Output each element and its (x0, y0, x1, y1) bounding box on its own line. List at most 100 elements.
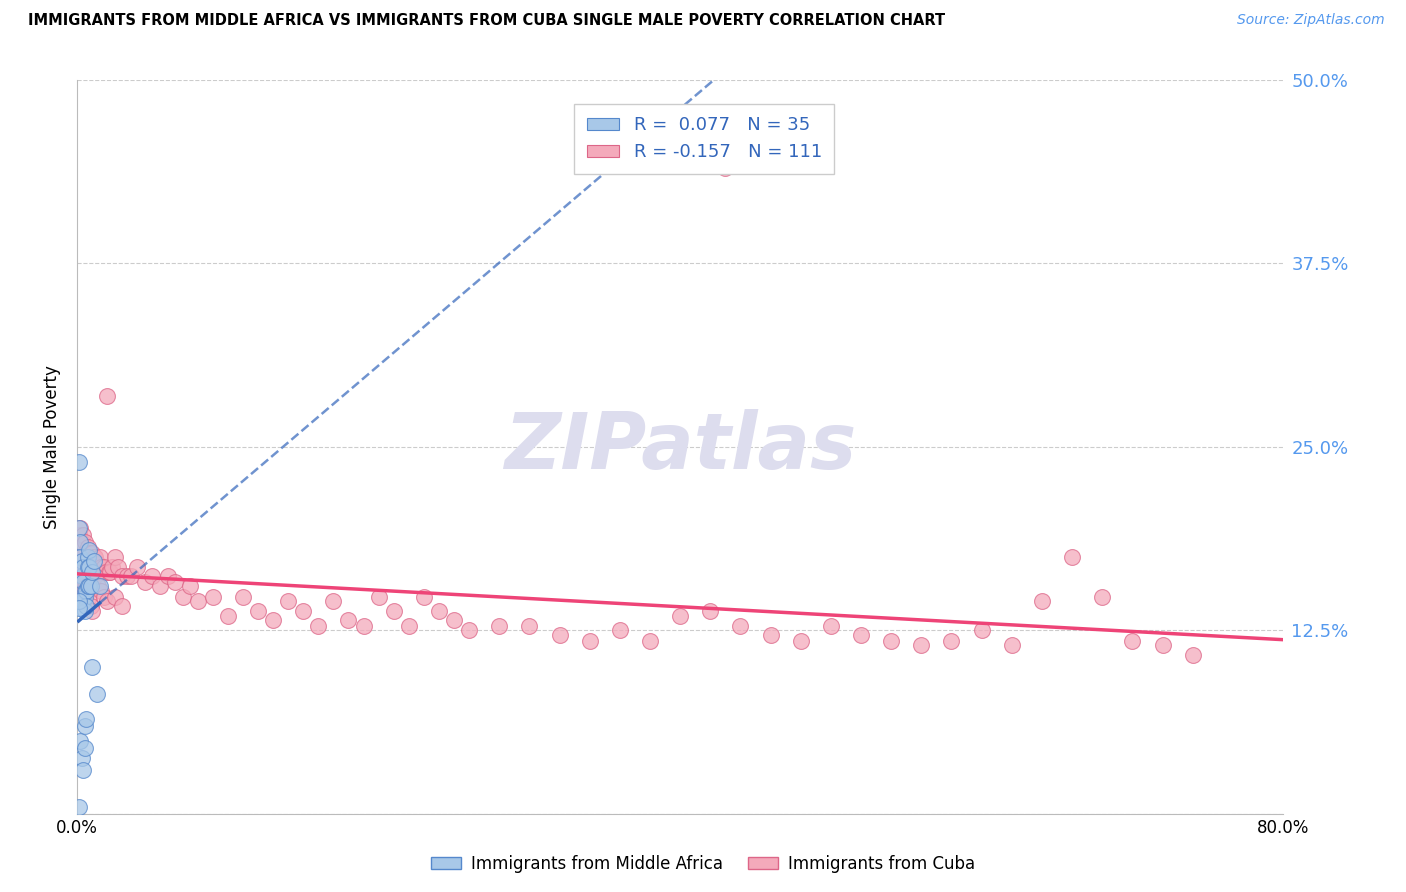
Point (107, 560, 129, 574)
Point (699, 604, 721, 618)
Point (548, 628, 571, 642)
Point (89, 550, 111, 565)
Point (111, 569, 134, 583)
Point (86, 565, 108, 579)
Point (120, 569, 142, 583)
Point (232, 590, 254, 604)
Point (134, 575, 156, 590)
Point (187, 594, 209, 608)
Point (96, 389, 118, 403)
Point (217, 608, 239, 623)
Point (67, 550, 90, 565)
Point (67, 550, 90, 565)
Point (82, 565, 104, 579)
Point (292, 604, 315, 618)
Point (82, 604, 104, 618)
Text: ZIPatlas: ZIPatlas (503, 409, 856, 485)
Point (90, 583, 112, 598)
Point (759, 628, 782, 642)
Point (79, 599, 101, 613)
Point (73, 604, 96, 618)
Point (443, 613, 465, 627)
Legend: R =  0.077   N = 35, R = -0.157   N = 111: R = 0.077 N = 35, R = -0.157 N = 111 (574, 103, 834, 174)
Point (412, 590, 434, 604)
Point (104, 590, 127, 604)
Point (75, 712, 97, 726)
Point (75, 575, 97, 590)
Point (79, 579, 101, 593)
Point (100, 560, 122, 574)
Point (79, 554, 101, 568)
Legend: Immigrants from Middle Africa, Immigrants from Cuba: Immigrants from Middle Africa, Immigrant… (425, 848, 981, 880)
Point (104, 550, 127, 565)
Point (730, 619, 752, 633)
Point (76, 550, 98, 565)
Point (322, 594, 344, 608)
Point (70, 587, 93, 601)
Point (75, 583, 97, 598)
Point (127, 560, 149, 574)
Point (84, 550, 107, 565)
Point (517, 619, 540, 633)
Point (246, 604, 269, 618)
Point (94, 565, 117, 579)
Point (76, 560, 98, 574)
Point (79, 579, 101, 593)
Point (77, 560, 100, 574)
Point (75, 579, 97, 593)
Point (90, 560, 112, 574)
Point (67, 594, 90, 608)
Point (69, 579, 91, 593)
Point (70, 558, 93, 572)
Point (77, 542, 100, 557)
Point (72, 763, 94, 777)
Point (77, 575, 100, 590)
Point (73, 583, 96, 598)
Point (93, 560, 115, 574)
Point (458, 624, 481, 638)
Point (488, 619, 510, 633)
Point (115, 569, 138, 583)
Point (83, 554, 105, 568)
Point (141, 569, 163, 583)
Point (578, 633, 600, 648)
Point (77, 590, 100, 604)
Point (1181, 648, 1204, 663)
Text: IMMIGRANTS FROM MIDDLE AFRICA VS IMMIGRANTS FROM CUBA SINGLE MALE POVERTY CORREL: IMMIGRANTS FROM MIDDLE AFRICA VS IMMIGRA… (28, 13, 945, 29)
Point (941, 633, 963, 648)
Point (307, 619, 329, 633)
Point (1121, 633, 1143, 648)
Point (638, 633, 661, 648)
Point (67, 528, 90, 542)
Point (67, 521, 90, 535)
Point (156, 569, 179, 583)
Point (789, 633, 811, 648)
Text: Source: ZipAtlas.com: Source: ZipAtlas.com (1237, 13, 1385, 28)
Point (87, 579, 110, 593)
Point (849, 628, 872, 642)
Point (69, 733, 91, 747)
Y-axis label: Single Male Poverty: Single Male Poverty (44, 365, 60, 529)
Point (67, 601, 90, 615)
Point (70, 554, 93, 568)
Point (1001, 638, 1024, 652)
Point (69, 521, 91, 535)
Point (93, 590, 115, 604)
Point (82, 546, 104, 560)
Point (83, 550, 105, 565)
Point (97, 565, 120, 579)
Point (67, 455, 90, 469)
Point (72, 554, 94, 568)
Point (87, 558, 110, 572)
Point (76, 579, 98, 593)
Point (820, 619, 842, 633)
Point (73, 535, 96, 549)
Point (1091, 590, 1114, 604)
Point (73, 740, 96, 755)
Point (69, 560, 91, 574)
Point (76, 583, 98, 598)
Point (1031, 594, 1053, 608)
Point (149, 579, 172, 593)
Point (82, 660, 104, 674)
Point (880, 633, 903, 648)
